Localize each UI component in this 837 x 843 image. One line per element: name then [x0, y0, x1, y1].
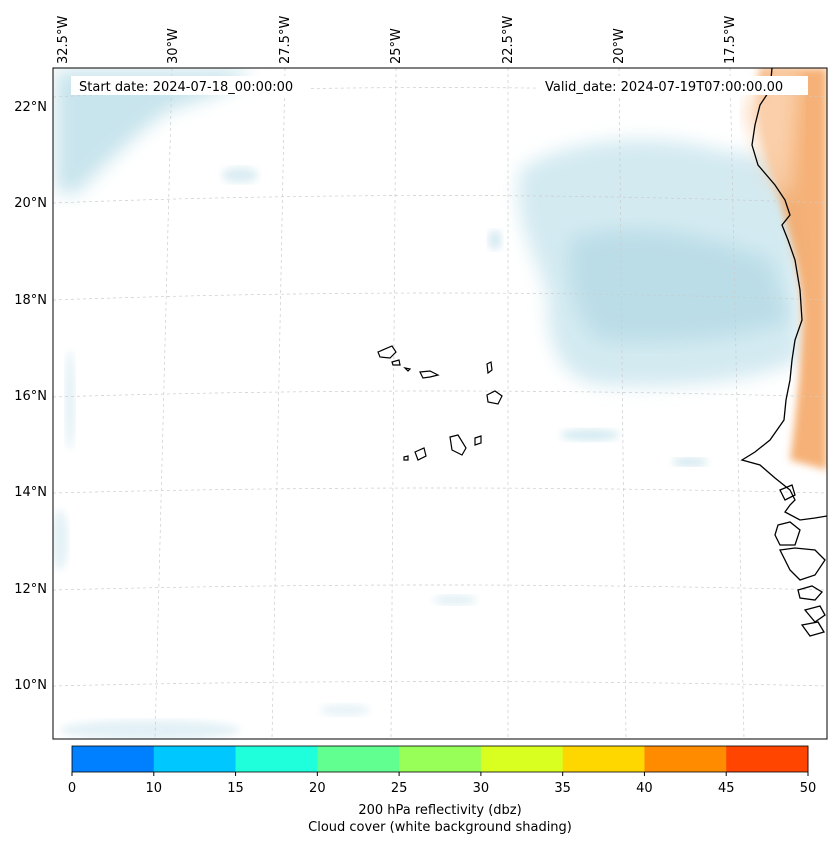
lat-label: 20°N [14, 196, 47, 211]
lon-label: 32.5°W [56, 16, 71, 64]
lat-label: 22°N [14, 100, 47, 115]
colorbar-segment [317, 746, 400, 772]
lat-label: 14°N [14, 485, 47, 500]
map-frame [52, 67, 828, 740]
africa-coastline [740, 68, 827, 521]
colorbar-tick-label: 30 [473, 781, 490, 796]
cloud-patch [222, 167, 258, 183]
colorbar-tick-label: 15 [227, 781, 244, 796]
valid-date-box [538, 76, 808, 95]
colorbar-tick-label: 20 [309, 781, 326, 796]
cloud-patch [433, 595, 477, 605]
colorbar-tick-label: 0 [68, 781, 76, 796]
lat-label: 16°N [14, 389, 47, 404]
cloud-patch [560, 429, 620, 441]
coastline [740, 68, 827, 637]
cloud-patch [65, 350, 75, 450]
colorbar-tick-label: 45 [718, 781, 735, 796]
cloud-patch [60, 720, 240, 739]
longitude-labels: 32.5°W 30°W 27.5°W 25°W 22.5°W 20°W 17.5… [56, 16, 738, 64]
colorbar-tick-label: 50 [800, 781, 817, 796]
island-santiago [449, 434, 467, 456]
cloud-patch [488, 230, 502, 250]
colorbar-tick-label: 35 [554, 781, 571, 796]
lon-label: 17.5°W [723, 16, 738, 64]
latitude-labels: 22°N 20°N 18°N 16°N 14°N 12°N 10°N [14, 100, 47, 693]
colorbar-tick-label: 25 [391, 781, 408, 796]
lat-label: 18°N [14, 293, 47, 308]
colorbar-segment [153, 746, 237, 772]
island-boa-vista [486, 390, 503, 405]
lon-label: 27.5°W [278, 16, 293, 64]
island-sao-vicente [391, 359, 401, 366]
island-sao-nicolau [419, 370, 440, 379]
colorbar-segment [562, 746, 645, 772]
lon-label: 30°W [166, 28, 181, 64]
colorbar-segment [235, 746, 318, 772]
colorbar-tick-label: 40 [636, 781, 653, 796]
island-maio [474, 435, 482, 446]
start-date-box [71, 76, 309, 95]
island-fogo [414, 447, 427, 461]
lon-label: 22.5°W [501, 16, 516, 64]
cloud-shading-northwest [55, 70, 250, 196]
island-santo-antao [377, 345, 397, 359]
island-santa-luzia [403, 367, 412, 372]
cloud-patch [672, 458, 708, 466]
valid-date-label: Valid_date: 2024-07-19T07:00:00.00 [545, 80, 783, 95]
land-shading-light [745, 68, 800, 200]
cloud-patch [320, 704, 370, 716]
colorbar-segment [399, 746, 482, 772]
colorbar-segment [72, 746, 155, 772]
cloud-shading-east-core [568, 229, 790, 342]
lon-label: 20°W [612, 28, 627, 64]
lat-label: 10°N [14, 678, 47, 693]
colorbar-label-line1: 200 hPa reflectivity (dbz) [358, 803, 521, 818]
colorbar-segment [726, 746, 809, 772]
colorbar-segment [644, 746, 727, 772]
colorbar-tick-label: 10 [146, 781, 163, 796]
colorbar: 0 10 15 20 25 30 35 40 45 50 [68, 745, 817, 796]
island-brava [403, 455, 409, 461]
start-date-label: Start date: 2024-07-18_00:00:00 [79, 80, 293, 95]
cloud-patch [53, 510, 68, 570]
colorbar-frame [71, 745, 809, 773]
lat-label: 12°N [14, 582, 47, 597]
colorbar-segment [480, 746, 564, 772]
colorbar-label-line2: Cloud cover (white background shading) [308, 820, 572, 835]
cape-verde-islands [377, 345, 503, 461]
island-sal [486, 361, 493, 375]
lon-label: 25°W [389, 28, 404, 64]
